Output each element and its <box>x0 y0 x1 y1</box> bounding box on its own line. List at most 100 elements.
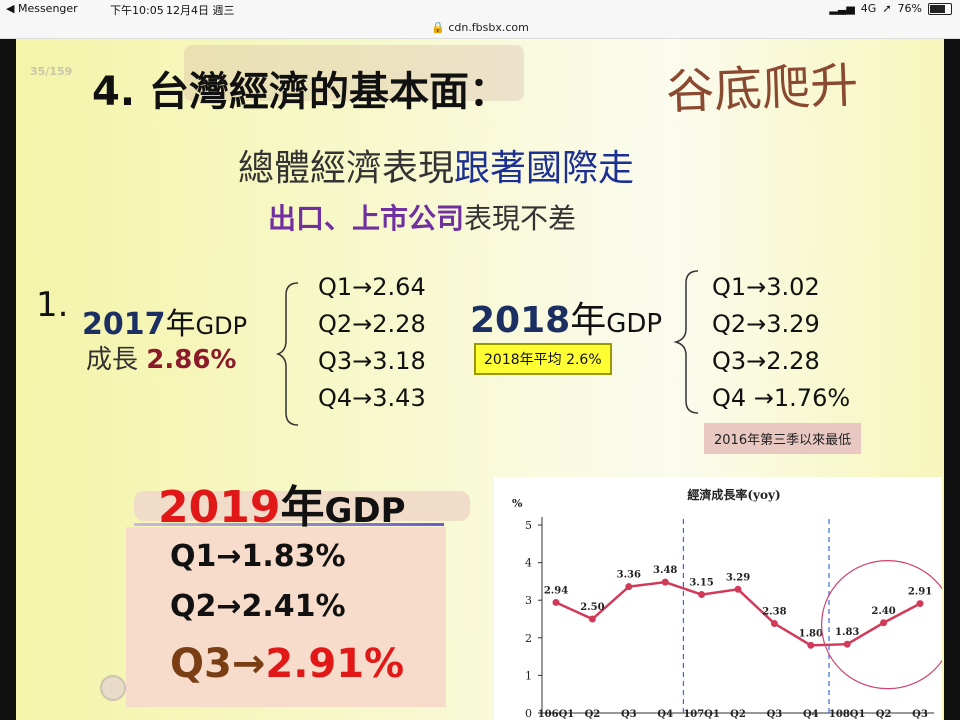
data-label: 1.83 <box>835 627 859 638</box>
data-point <box>843 640 851 648</box>
gdp-2019-label: GDP <box>324 491 406 531</box>
x-tick-label: 106Q1 <box>538 709 575 720</box>
gdp-2019-underline <box>134 523 444 526</box>
gdp-2019-q3: Q3→2.91% <box>170 641 404 687</box>
data-label: 3.48 <box>653 565 677 576</box>
data-point <box>661 578 669 586</box>
data-point <box>588 615 596 623</box>
data-point <box>552 598 560 606</box>
status-time: 下午10:05 <box>110 4 164 17</box>
network-type: 4G <box>860 2 877 15</box>
gdp-2019-year: 2019 <box>158 482 281 533</box>
gdp-2019-heading-bg <box>134 491 470 521</box>
gdp-2018-year: 2018 <box>470 300 571 341</box>
list-item: Q3→2.28 <box>712 347 820 375</box>
x-tick-label: Q2 <box>585 709 601 720</box>
list-item: Q1→3.02 <box>712 273 820 301</box>
subtitle-1: 總體經濟表現跟著國際走 <box>238 139 634 191</box>
item-number: 1. <box>36 285 69 325</box>
data-point <box>916 600 924 608</box>
decoration-circle <box>100 675 126 701</box>
gdp-2019-heading: 2019年GDP <box>158 471 406 535</box>
gdp-2019-q2: Q2→2.41% <box>170 589 346 624</box>
status-date: 12月4日 週三 <box>166 4 235 17</box>
y-tick-label: 3 <box>525 594 532 607</box>
location-icon: ➚ <box>882 2 892 15</box>
gdp-2018-heading: 2018年GDP <box>470 291 662 343</box>
address-bar[interactable]: 🔒 cdn.fbsbx.com <box>0 18 960 39</box>
x-tick-label: Q3 <box>912 709 928 720</box>
x-tick-label: Q2 <box>876 709 892 720</box>
slide: 35/159 4. 台灣經濟的基本面： 谷底爬升 總體經濟表現跟著國際走 出口、… <box>0 39 960 720</box>
lock-icon: 🔒 <box>431 21 445 34</box>
x-tick-label: 107Q1 <box>683 709 720 720</box>
gdp-2017-label: GDP <box>195 312 248 340</box>
list-item: Q4 →1.76% <box>712 384 851 412</box>
list-item: Q2→2.28 <box>318 310 426 338</box>
gdp-2019-panel <box>126 527 446 707</box>
battery-percent: 76% <box>897 2 922 15</box>
subtitle-2-purple: 出口、上市公司 <box>268 202 465 235</box>
x-tick-label: Q4 <box>803 709 819 720</box>
slide-edge-left <box>0 39 16 720</box>
gdp-2018-quarters: Q1→3.02 Q2→3.29 Q3→2.28 Q4 →1.76% <box>712 269 850 417</box>
gdp-2018-average-box: 2018年平均 2.6% <box>474 343 612 375</box>
gdp-2017-quarters: Q1→2.64 Q2→2.28 Q3→3.18 Q4→3.43 <box>318 269 426 417</box>
data-label: 2.40 <box>871 606 895 617</box>
gdp-2018-suffix: 年 <box>570 300 607 341</box>
x-tick-label: Q2 <box>730 709 746 720</box>
data-point <box>698 591 706 599</box>
data-label: 3.15 <box>689 578 713 589</box>
brace-2017 <box>275 282 299 426</box>
data-label: 3.29 <box>726 572 750 583</box>
gdp-2017-suffix: 年 <box>165 307 196 342</box>
chart-title: 經濟成長率(yoy) <box>687 487 780 502</box>
signal-icon: ▂▃▅ <box>829 2 855 15</box>
data-label: 2.50 <box>580 602 604 613</box>
list-item: Q3→3.18 <box>318 347 426 375</box>
growth-value: 2.86% <box>146 345 237 375</box>
gdp-2017-heading: 2017年GDP <box>82 299 247 343</box>
y-tick-label: 1 <box>525 669 532 682</box>
gdp-2018-note: 2016年第三季以來最低 <box>704 423 862 454</box>
slide-title: 4. 台灣經濟的基本面： <box>92 69 509 115</box>
data-label: 3.36 <box>617 570 641 581</box>
data-point <box>734 585 742 593</box>
slide-title-accent: 谷底爬升 <box>665 57 860 121</box>
title-highlight <box>184 45 524 101</box>
gdp-2017-year: 2017 <box>82 307 166 342</box>
data-point <box>625 583 633 591</box>
growth-label: 成長 <box>86 345 147 375</box>
status-indicators: ▂▃▅ 4G ➚ 76% <box>829 2 952 15</box>
subtitle-2-plain: 表現不差 <box>464 202 577 235</box>
data-point <box>807 641 815 649</box>
data-label: 2.38 <box>762 607 786 618</box>
gdp-2019-q3-value: 2.91% <box>265 641 405 687</box>
data-label: 1.80 <box>799 628 823 639</box>
x-tick-label: Q3 <box>621 709 637 720</box>
highlight-circle <box>821 560 942 690</box>
slide-edge-right <box>944 39 960 720</box>
data-label: 2.94 <box>544 585 568 596</box>
list-item: Q1→2.64 <box>318 273 426 301</box>
subtitle-1-blue: 跟著國際走 <box>454 148 635 189</box>
list-item: Q4→3.43 <box>318 384 426 412</box>
gdp-2017-growth: 成長 2.86% <box>86 339 236 376</box>
subtitle-1-plain: 總體經濟表現 <box>238 148 455 189</box>
list-item: Q2→3.29 <box>712 310 820 338</box>
brace-2018 <box>673 270 699 414</box>
data-label: 2.91 <box>908 587 932 598</box>
y-tick-label: 5 <box>525 519 532 532</box>
page-number: 35/159 <box>30 65 73 78</box>
x-tick-label: Q3 <box>767 709 783 720</box>
battery-icon <box>928 2 952 15</box>
data-point <box>770 620 778 628</box>
back-to-messenger-link[interactable]: ◀ Messenger <box>6 2 78 15</box>
status-bar: ◀ Messenger 下午10:05 12月4日 週三 ▂▃▅ 4G ➚ 76… <box>0 0 960 18</box>
subtitle-2: 出口、上市公司表現不差 <box>268 197 576 237</box>
y-tick-label: 4 <box>525 557 532 570</box>
gdp-2019-suffix: 年 <box>280 482 325 533</box>
url-text: cdn.fbsbx.com <box>448 21 529 34</box>
gdp-2019-q1: Q1→1.83% <box>170 539 346 574</box>
y-tick-label: 2 <box>525 632 532 645</box>
